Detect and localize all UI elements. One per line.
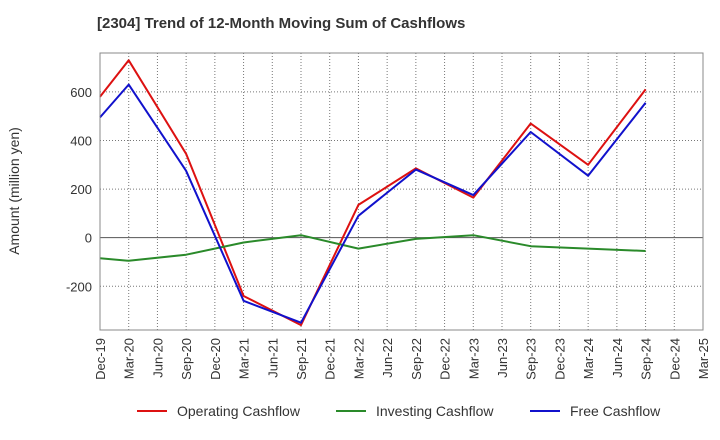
plot-area [100, 53, 703, 330]
legend-swatch-free [530, 410, 560, 412]
x-tick-label: Sep-20 [179, 338, 194, 380]
x-tick-label: Jun-21 [265, 338, 280, 378]
x-tick-label: Dec-23 [552, 338, 567, 380]
y-tick-label: 0 [85, 231, 92, 246]
x-tick-label: Jun-20 [150, 338, 165, 378]
x-tick-label: Dec-21 [323, 338, 338, 380]
x-tick-label: Jun-22 [380, 338, 395, 378]
x-tick-label: Dec-22 [438, 338, 453, 380]
x-tick-label: Sep-23 [524, 338, 539, 380]
y-tick-label: -200 [66, 279, 92, 294]
series-line-operating-cashflow [99, 59, 647, 327]
x-tick-label: Mar-22 [351, 338, 366, 379]
x-tick-label: Sep-24 [639, 338, 654, 380]
y-tick-label: 200 [70, 182, 92, 197]
x-tick-label: Mar-24 [581, 338, 596, 379]
x-tick-labels: Dec-19 Mar-20 Jun-20 Sep-20 Dec-20 Mar-21 Jun-… [93, 338, 711, 380]
y-tick-label: 400 [70, 133, 92, 148]
series-line-investing-cashflow [99, 234, 646, 262]
chart-title: [2304] Trend of 12-Month Moving Sum of C… [97, 15, 466, 32]
x-tick-label: Dec-24 [667, 338, 682, 380]
y-tick-labels: -200 0 200 400 600 [66, 85, 92, 294]
x-tick-label: Mar-25 [696, 338, 711, 379]
legend-label-free: Free Cashflow [570, 403, 661, 419]
grid-layer [100, 53, 703, 330]
x-tick-label: Jun-24 [610, 338, 625, 378]
plot-frame [99, 52, 704, 331]
x-tick-label: Dec-20 [208, 338, 223, 380]
x-tick-label: Sep-21 [294, 338, 309, 380]
legend-item-operating: Operating Cashflow [137, 403, 300, 419]
legend-item-free: Free Cashflow [530, 403, 660, 419]
y-tick-label: 600 [70, 85, 92, 100]
legend-swatch-operating [137, 410, 167, 412]
x-tick-label: Jun-23 [495, 338, 510, 378]
x-tick-label: Sep-22 [409, 338, 424, 380]
legend-label-investing: Investing Cashflow [376, 403, 494, 419]
legend-swatch-investing [336, 410, 366, 412]
y-axis-label: Amount (million yen) [6, 127, 22, 255]
legend-item-investing: Investing Cashflow [336, 403, 494, 419]
x-tick-label: Mar-20 [122, 338, 137, 379]
x-tick-label: Mar-23 [466, 338, 481, 379]
x-tick-label: Mar-21 [237, 338, 252, 379]
series-line-free-cashflow [99, 83, 647, 324]
legend-label-operating: Operating Cashflow [177, 403, 300, 419]
series-layer [99, 59, 647, 327]
x-tick-label: Dec-19 [93, 338, 108, 380]
